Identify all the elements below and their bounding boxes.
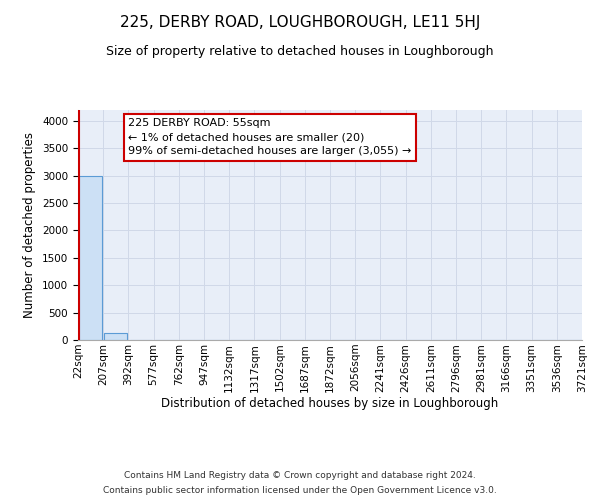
Text: Contains public sector information licensed under the Open Government Licence v3: Contains public sector information licen… [103, 486, 497, 495]
Text: Distribution of detached houses by size in Loughborough: Distribution of detached houses by size … [161, 398, 499, 410]
Text: 225, DERBY ROAD, LOUGHBOROUGH, LE11 5HJ: 225, DERBY ROAD, LOUGHBOROUGH, LE11 5HJ [120, 15, 480, 30]
Text: 225 DERBY ROAD: 55sqm
← 1% of detached houses are smaller (20)
99% of semi-detac: 225 DERBY ROAD: 55sqm ← 1% of detached h… [128, 118, 412, 156]
Bar [79, 176, 102, 340]
Text: Size of property relative to detached houses in Loughborough: Size of property relative to detached ho… [106, 45, 494, 58]
Text: Contains HM Land Registry data © Crown copyright and database right 2024.: Contains HM Land Registry data © Crown c… [124, 471, 476, 480]
Bar [104, 334, 127, 340]
Y-axis label: Number of detached properties: Number of detached properties [23, 132, 37, 318]
